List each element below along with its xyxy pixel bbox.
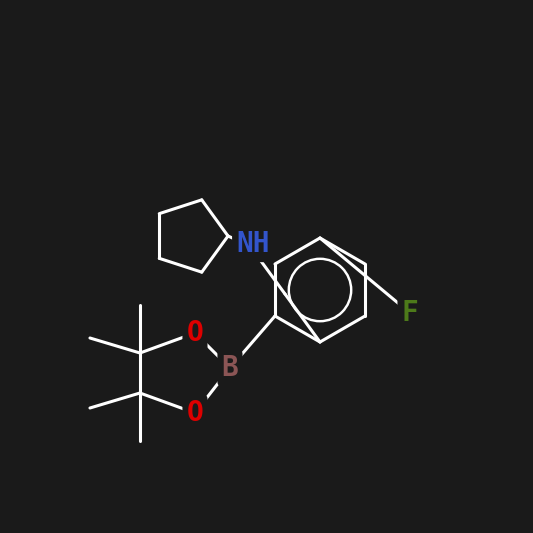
Text: B: B (222, 354, 238, 382)
Text: NH: NH (236, 230, 270, 258)
Text: O: O (187, 319, 204, 347)
Text: F: F (402, 299, 418, 327)
Text: O: O (187, 399, 204, 427)
